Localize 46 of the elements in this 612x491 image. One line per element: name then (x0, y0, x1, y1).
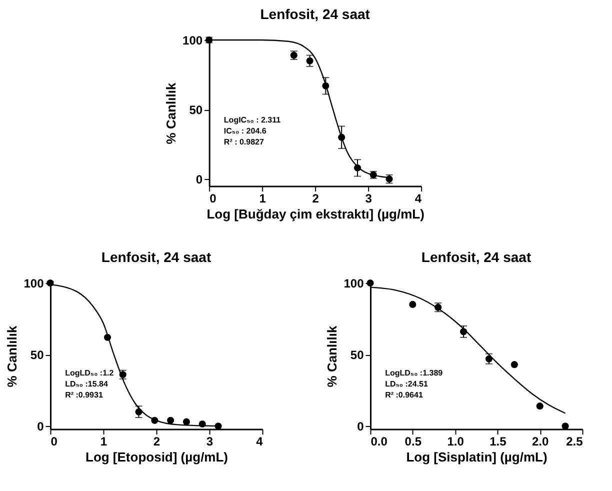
x-axis-title: Log [Sisplatin] (µg/mL) (406, 450, 548, 464)
x-tick-label: 0 (210, 192, 217, 206)
point (182, 418, 190, 426)
x-axis-title: Log [Buğday çim ekstraktı] (µg/mL) (206, 206, 424, 222)
x-tick-label: 1 (100, 434, 108, 448)
annotation: LogIC₅₀ : 2.311 (224, 115, 282, 124)
y-tick-label: 0 (196, 172, 203, 187)
point (306, 57, 314, 64)
annotation: LogLD₅₀ :1.2 (65, 368, 114, 378)
x-tick-label: 2.0 (532, 434, 550, 448)
y-tick-label: 50 (189, 103, 203, 118)
annotation: IC₅₀ : 204.6 (224, 126, 267, 136)
y-tick-label: 100 (182, 34, 203, 48)
annotation: R² :0.9931 (65, 390, 104, 400)
y-tick-label: 50 (350, 348, 364, 362)
x-tick-label: 0.0 (370, 434, 388, 448)
x-tick-label: 2.5 (566, 434, 584, 448)
chart-title: Lenfosit, 24 saat (101, 249, 212, 265)
annotation: R² :0.9641 (385, 390, 424, 400)
y-axis-title: % Canlılık (4, 325, 20, 388)
x-tick-label: 0.5 (404, 434, 422, 448)
y-tick-label: 0 (37, 420, 44, 434)
y-tick-label: 50 (30, 348, 44, 362)
chart-title: Lenfosit, 24 saat (260, 6, 370, 22)
x-tick-label: 4 (256, 434, 264, 448)
x-tick-label: 1 (259, 192, 266, 206)
y-axis-title: % Canlılık (164, 82, 179, 144)
y-tick-label: 100 (24, 276, 44, 290)
y-tick-label: 0 (357, 420, 364, 434)
x-tick-label: 1.0 (447, 434, 464, 448)
x-tick-label: 2 (153, 434, 160, 448)
x-axis-title: Log [Etoposid] (µg/mL) (85, 450, 228, 464)
x-tick-label: 1.5 (490, 434, 507, 448)
y-axis-title: % Canlılık (324, 325, 340, 388)
x-tick-label: 0 (50, 434, 58, 448)
point (167, 416, 174, 424)
x-tick-label: 3 (206, 434, 214, 448)
annotation: LD₅₀ :24.51 (385, 380, 428, 389)
annotation: LD₅₀ :15.84 (65, 380, 108, 389)
annotation: LogLD₅₀ :1.389 (385, 368, 444, 378)
chart-title: Lenfosit, 24 saat (421, 249, 532, 265)
x-tick-label: 2 (312, 192, 320, 206)
x-tick-label: 3 (365, 192, 372, 206)
x-tick-label: 4 (414, 192, 422, 206)
y-tick-label: 100 (344, 276, 364, 290)
annotation: R² : 0.9827 (224, 137, 264, 146)
